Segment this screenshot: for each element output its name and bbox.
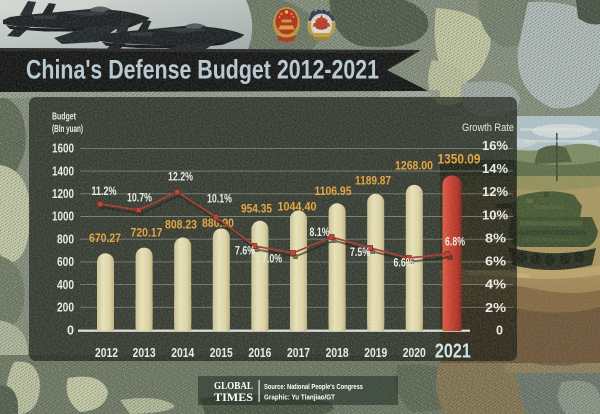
svg-text:Graphic: Yu Tianjiao/GT: Graphic: Yu Tianjiao/GT (264, 393, 335, 402)
svg-text:TIMES: TIMES (214, 390, 253, 404)
svg-text:Source: National People's Cong: Source: National People's Congress (264, 382, 363, 391)
svg-text:GLOBAL: GLOBAL (214, 381, 253, 392)
